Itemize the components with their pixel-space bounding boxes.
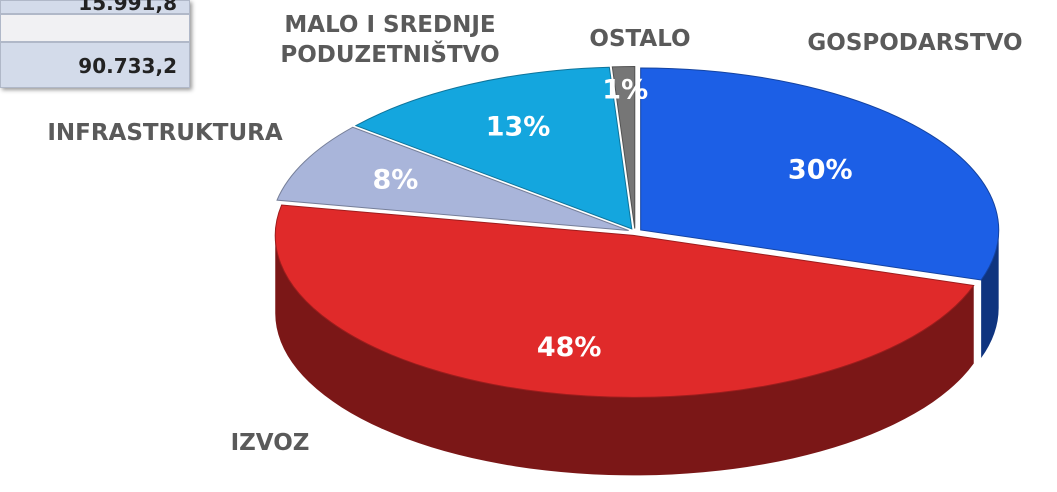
table-blank-row <box>0 14 190 42</box>
slice <box>276 126 629 232</box>
data-label: 13% <box>486 111 551 142</box>
slice <box>274 204 975 398</box>
data-label: 30% <box>788 154 853 185</box>
table-cell: 15.991,8 <box>0 0 190 14</box>
data-label: 48% <box>537 332 602 363</box>
table: 15.991,8 90.733,2 <box>0 0 190 88</box>
slice-side <box>275 235 974 476</box>
slice <box>611 66 636 229</box>
category-label: OSTALO <box>589 26 691 52</box>
data-label: 1% <box>602 74 648 105</box>
slice <box>640 67 1000 281</box>
category-label: IZVOZ <box>230 430 310 456</box>
slice <box>354 66 633 230</box>
category-label: MALO I SREDNJE PODUZETNIŠTVO <box>280 12 500 68</box>
data-label: 8% <box>373 164 419 195</box>
category-label: INFRASTRUKTURA <box>47 120 283 146</box>
slice-side <box>981 229 999 359</box>
table-cell: 90.733,2 <box>0 42 190 88</box>
category-label: GOSPODARSTVO <box>807 30 1023 56</box>
